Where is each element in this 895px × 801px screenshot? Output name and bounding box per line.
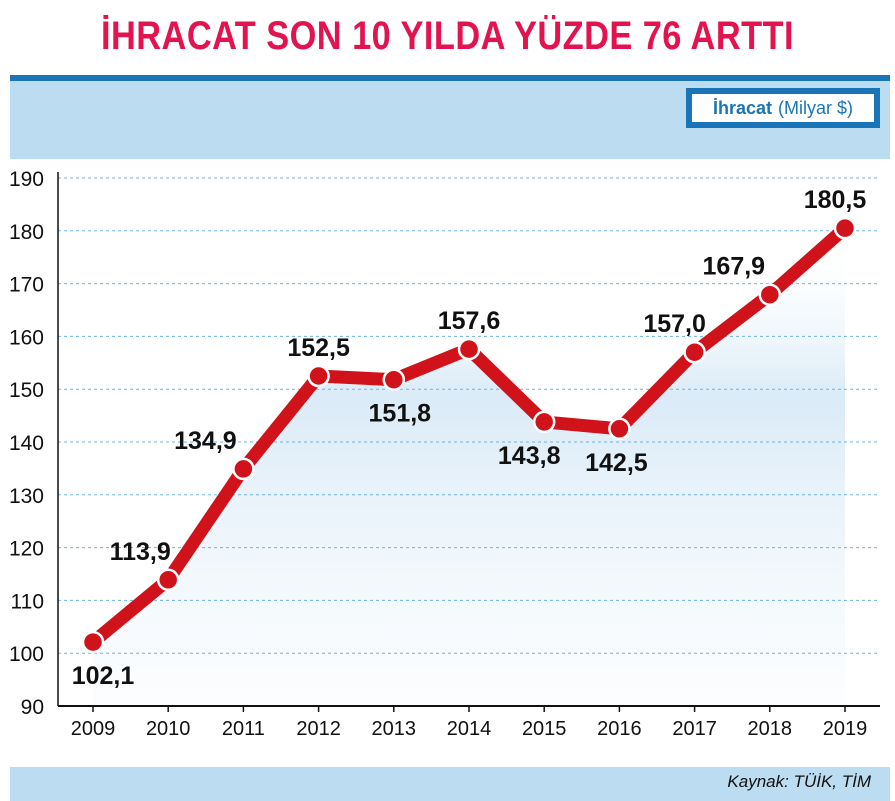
area-fill bbox=[93, 228, 845, 706]
y-tick-label: 160 bbox=[9, 326, 44, 349]
legend-series-name: İhracat bbox=[712, 97, 773, 118]
y-tick-label: 130 bbox=[9, 485, 44, 508]
data-label: 157,0 bbox=[643, 310, 706, 338]
x-tick-label: 2019 bbox=[823, 718, 868, 740]
x-tick-label: 2015 bbox=[522, 718, 567, 740]
data-point-core bbox=[236, 462, 250, 476]
legend-unit: (Milyar $) bbox=[778, 97, 854, 118]
y-tick-label: 100 bbox=[9, 643, 44, 666]
data-point-core bbox=[838, 221, 852, 235]
data-label: 180,5 bbox=[804, 186, 867, 214]
x-tick-label: 2018 bbox=[748, 718, 793, 740]
y-tick-label: 110 bbox=[11, 590, 44, 613]
data-label: 113,9 bbox=[110, 538, 171, 566]
data-label: 134,9 bbox=[174, 427, 237, 455]
x-tick-label: 2012 bbox=[296, 718, 341, 740]
legend-box: İhracat (Milyar $) bbox=[686, 88, 880, 128]
x-tick-label: 2010 bbox=[146, 718, 191, 740]
legend-label: İhracat (Milyar $) bbox=[692, 94, 874, 122]
y-tick-label: 150 bbox=[9, 379, 44, 402]
y-tick-label: 170 bbox=[9, 274, 44, 297]
y-tick-label: 180 bbox=[9, 221, 44, 244]
chart-title: İHRACAT SON 10 YILDA YÜZDE 76 ARTTI bbox=[101, 14, 794, 58]
data-label: 102,1 bbox=[72, 662, 135, 690]
data-point-core bbox=[612, 422, 626, 436]
x-tick-label: 2016 bbox=[597, 718, 642, 740]
top-rule bbox=[10, 75, 890, 81]
x-tick-label: 2014 bbox=[447, 718, 492, 740]
data-point-core bbox=[312, 369, 326, 383]
data-point-core bbox=[763, 288, 777, 302]
data-point-core bbox=[462, 342, 476, 356]
x-tick-label: 2013 bbox=[372, 718, 417, 740]
data-label: 167,9 bbox=[703, 253, 766, 281]
source-note: Kaynak: TÜİK, TİM bbox=[727, 772, 871, 791]
y-tick-label: 190 bbox=[9, 168, 44, 191]
data-label: 151,8 bbox=[369, 400, 432, 428]
data-point-core bbox=[537, 415, 551, 429]
data-point-core bbox=[688, 345, 702, 359]
data-label: 152,5 bbox=[287, 334, 350, 362]
data-point-core bbox=[161, 573, 175, 587]
data-point-core bbox=[86, 635, 100, 649]
data-point-core bbox=[387, 373, 401, 387]
data-label: 143,8 bbox=[498, 442, 561, 470]
footer-band bbox=[10, 767, 890, 801]
x-tick-label: 2011 bbox=[222, 718, 265, 740]
y-tick-label: 90 bbox=[21, 696, 44, 719]
y-tick-label: 120 bbox=[9, 538, 44, 561]
x-tick-label: 2009 bbox=[71, 718, 116, 740]
x-tick-label: 2017 bbox=[672, 718, 717, 740]
data-label: 157,6 bbox=[438, 307, 501, 335]
data-label: 142,5 bbox=[585, 449, 648, 477]
y-tick-label: 140 bbox=[9, 432, 44, 455]
